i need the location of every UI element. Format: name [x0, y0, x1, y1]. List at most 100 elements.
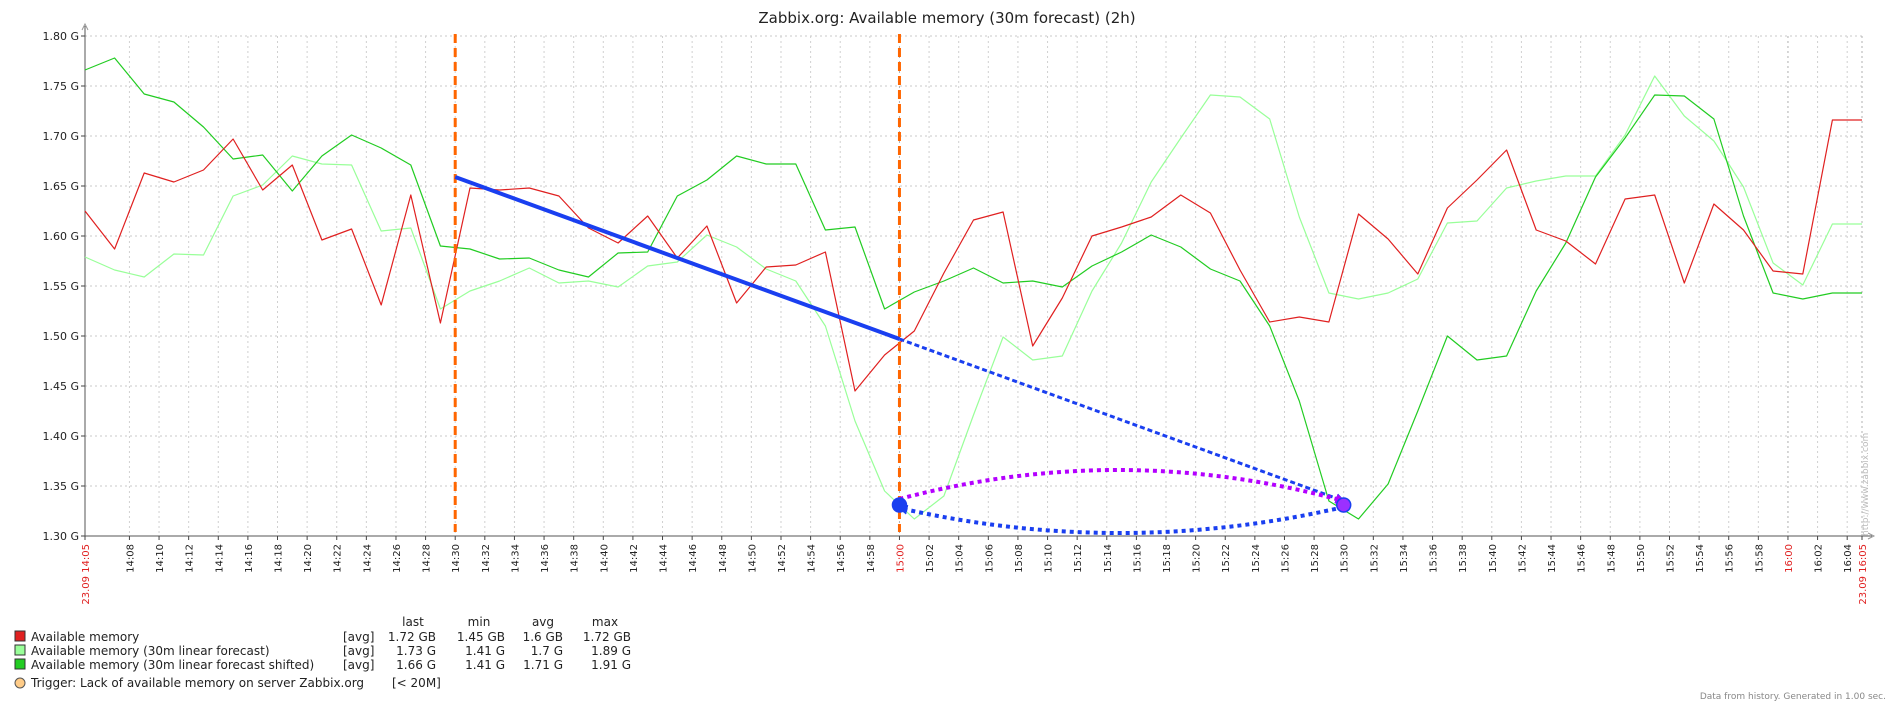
- y-tick-label: 1.60 G: [42, 230, 79, 243]
- x-tick-label: 14:16: [244, 544, 255, 573]
- legend-min: 1.41 G: [465, 658, 505, 672]
- x-tick-label: 15:00: [895, 544, 906, 573]
- x-axis-arrow: [1867, 532, 1876, 540]
- legend-trigger: Trigger: Lack of available memory on ser…: [14, 676, 441, 690]
- legend-header-min: min: [468, 615, 491, 629]
- legend-name: Available memory: [31, 630, 139, 644]
- x-tick-label: 15:42: [1517, 544, 1528, 573]
- trend-line: [454, 175, 901, 341]
- legend-min: 1.45 GB: [457, 630, 505, 644]
- trigger-threshold: [< 20M]: [392, 676, 441, 690]
- x-tick-label: 14:34: [510, 544, 521, 573]
- trend-extension: [898, 337, 1346, 503]
- x-tick-label: 14:58: [866, 544, 877, 573]
- x-tick-label: 15:08: [1014, 544, 1025, 573]
- x-tick-label: 14:32: [481, 544, 492, 573]
- x-tick-label: 23.09 16:05: [1858, 544, 1869, 605]
- x-tick-label: 15:24: [1251, 544, 1262, 573]
- x-tick-label: 14:20: [303, 544, 314, 573]
- x-tick-label: 15:06: [984, 544, 995, 573]
- zabbix-watermark: http://www.zabbix.com: [1861, 433, 1871, 536]
- y-tick-label: 1.45 G: [42, 380, 79, 393]
- legend-swatch: [14, 630, 26, 642]
- x-tick-label: 14:08: [125, 544, 136, 573]
- x-tick-label: 14:48: [718, 544, 729, 573]
- x-tick-label: 15:16: [1132, 544, 1143, 573]
- y-tick-label: 1.55 G: [42, 280, 79, 293]
- generated-footer: Data from history. Generated in 1.00 sec…: [1700, 692, 1886, 702]
- x-tick-label: 14:44: [659, 544, 670, 573]
- y-axis-arrow: [81, 22, 89, 31]
- x-tick-label: 15:52: [1665, 544, 1676, 573]
- x-tick-label: 15:50: [1636, 544, 1647, 573]
- x-tick-label: 15:20: [1192, 544, 1203, 573]
- series-line-0: [84, 119, 1862, 392]
- legend-min: 1.41 G: [465, 644, 505, 658]
- x-tick-label: 14:24: [362, 544, 373, 573]
- y-tick-label: 1.70 G: [42, 130, 79, 143]
- x-tick-label: 15:46: [1577, 544, 1588, 573]
- legend-header-last: last: [402, 615, 424, 629]
- x-tick-label: 15:14: [1103, 544, 1114, 573]
- x-tick-label: 15:28: [1310, 544, 1321, 573]
- y-tick-label: 1.40 G: [42, 430, 79, 443]
- legend-name: Available memory (30m linear forecast): [31, 644, 270, 658]
- series-lines: [84, 57, 1862, 520]
- grid: [84, 35, 1863, 537]
- x-tick-label: 15:38: [1458, 544, 1469, 573]
- x-tick-label: 14:28: [422, 544, 433, 573]
- curved-arrow: [897, 504, 1345, 535]
- x-tick-label: 15:12: [1073, 544, 1084, 573]
- legend-swatch: [14, 644, 26, 656]
- y-tick-label: 1.80 G: [42, 30, 79, 43]
- x-tick-label: 15:34: [1399, 544, 1410, 573]
- legend-header-max: max: [592, 615, 618, 629]
- x-tick-label: 14:18: [274, 544, 285, 573]
- legend-last: 1.73 G: [396, 644, 436, 658]
- series-line-1: [84, 75, 1862, 520]
- legend-func: [avg]: [343, 630, 374, 644]
- y-tick-label: 1.50 G: [42, 330, 79, 343]
- x-tick-label: 23.09 14:05: [81, 544, 92, 605]
- x-tick-label: 14:14: [214, 544, 225, 573]
- x-tick-label: 14:12: [185, 544, 196, 573]
- x-tick-label: 15:26: [1280, 544, 1291, 573]
- legend-name: Available memory (30m linear forecast sh…: [31, 658, 314, 672]
- chart-title: Zabbix.org: Available memory (30m foreca…: [758, 9, 1135, 27]
- x-tick-label: 14:10: [155, 544, 166, 573]
- annotations: [454, 175, 1352, 535]
- x-tick-label: 14:50: [747, 544, 758, 573]
- legend-avg: 1.71 G: [523, 658, 563, 672]
- x-tick-label: 15:30: [1340, 544, 1351, 573]
- y-axis-ticks: 1.30 G 1.35 G 1.40 G 1.45 G 1.50 G 1.55 G 1.60…: [42, 30, 85, 543]
- legend-max: 1.91 G: [591, 658, 631, 672]
- trigger-text: Trigger: Lack of available memory on ser…: [30, 676, 364, 690]
- x-tick-label: 15:56: [1725, 544, 1736, 573]
- legend-avg: 1.7 G: [531, 644, 563, 658]
- x-tick-label: 14:30: [451, 544, 462, 573]
- x-tick-label: 16:00: [1784, 544, 1795, 573]
- y-tick-label: 1.75 G: [42, 80, 79, 93]
- axes: [81, 22, 1876, 540]
- x-tick-label: 14:22: [333, 544, 344, 573]
- legend-swatch: [14, 658, 26, 670]
- legend-func: [avg]: [343, 658, 374, 672]
- x-tick-label: 14:54: [807, 544, 818, 573]
- x-tick-label: 15:58: [1754, 544, 1765, 573]
- x-axis-ticks: 23.09 14:05 14:08 14:10 14:12 14:14 14:16 14:1…: [81, 536, 1869, 605]
- annotation-point: [1335, 497, 1352, 513]
- legend-max: 1.89 G: [591, 644, 631, 658]
- x-tick-label: 15:10: [1044, 544, 1055, 573]
- y-tick-label: 1.30 G: [42, 530, 79, 543]
- x-tick-label: 14:26: [392, 544, 403, 573]
- trigger-icon: [14, 677, 26, 689]
- x-tick-label: 15:04: [955, 544, 966, 573]
- legend-avg: 1.6 GB: [523, 630, 563, 644]
- y-tick-label: 1.65 G: [42, 180, 79, 193]
- x-tick-label: 15:54: [1695, 544, 1706, 573]
- legend-func: [avg]: [343, 644, 374, 658]
- curved-arrow: [898, 468, 1346, 504]
- legend-last: 1.66 G: [396, 658, 436, 672]
- x-tick-label: 15:44: [1547, 544, 1558, 573]
